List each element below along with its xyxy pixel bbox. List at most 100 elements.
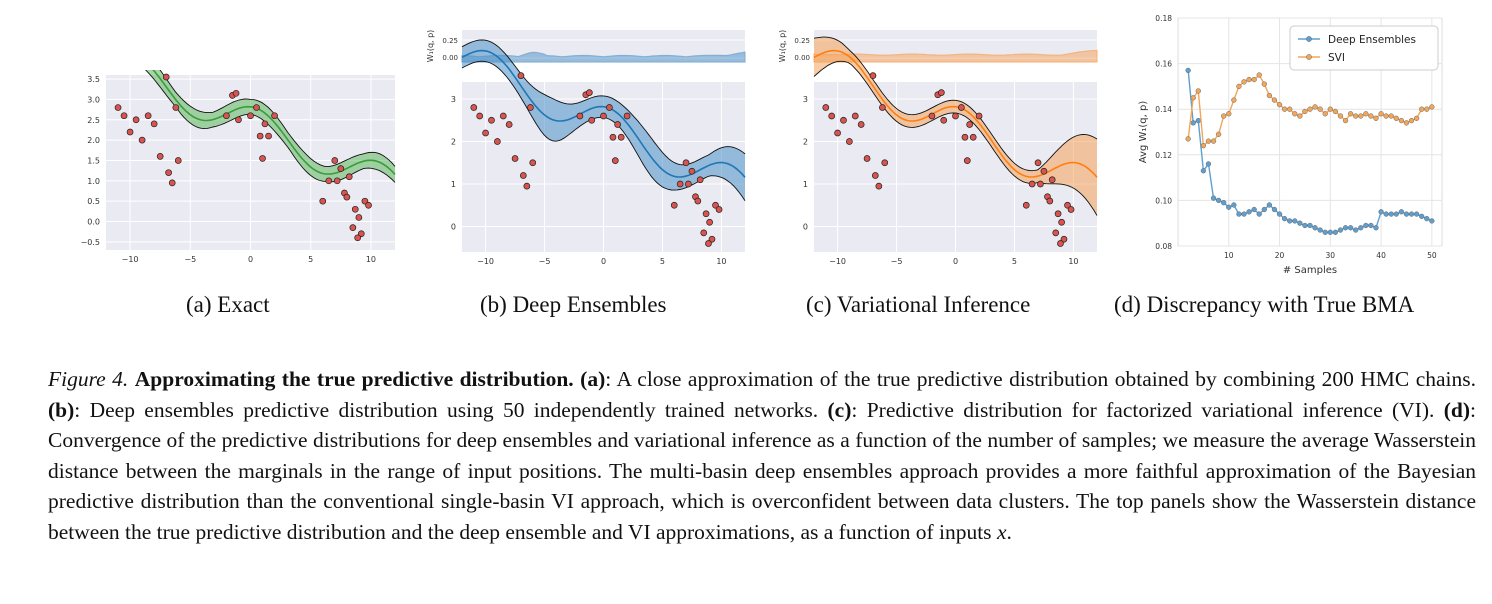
data-point [162, 73, 170, 81]
x-tick-label: 5 [660, 257, 665, 266]
x-tick-label: −10 [829, 257, 846, 266]
series-point-1 [1398, 117, 1405, 124]
y-tick-label: 0 [451, 223, 456, 232]
data-point [265, 132, 272, 140]
data-point [1060, 235, 1068, 243]
series-point-1 [1271, 97, 1278, 103]
data-point [343, 193, 351, 201]
predictive-bound-line [461, 39, 746, 166]
series-point-1 [1347, 111, 1354, 117]
data-point [261, 120, 269, 128]
y-tick-label: 1 [803, 180, 808, 189]
data-point [511, 155, 519, 162]
data-point [871, 172, 879, 179]
caption-c-label: (c) [827, 397, 852, 422]
data-point [494, 138, 501, 145]
data-point [256, 132, 264, 140]
caption-b-text: : Deep ensembles predictive distribution… [74, 397, 828, 422]
series-point-1 [1231, 97, 1237, 103]
y-tick-label: 1.5 [87, 156, 100, 165]
series-point-1 [1393, 115, 1399, 121]
data-point [846, 138, 853, 145]
x-tick-label: −5 [539, 257, 551, 266]
data-point [715, 206, 723, 213]
data-point [700, 229, 708, 237]
x-tick-label: 5 [308, 255, 313, 264]
series-point-0 [1281, 215, 1288, 222]
series-point-0 [1358, 225, 1364, 231]
subcaption-b: (b) Deep Ensembles [480, 292, 667, 317]
data-point [708, 235, 716, 243]
series-point-0 [1398, 209, 1405, 215]
caption-d-label: (d) [1443, 397, 1471, 422]
series-point-0 [1388, 211, 1394, 217]
series-point-1 [1292, 111, 1298, 117]
series-point-0 [1393, 211, 1399, 217]
series-point-0 [1276, 211, 1283, 217]
series-point-0 [1261, 206, 1267, 213]
series-point-1 [1281, 106, 1288, 112]
series-point-0 [1424, 215, 1430, 222]
y-tick-label: 0.10 [1155, 196, 1172, 205]
data-point [623, 112, 631, 120]
series-point-1 [1266, 92, 1273, 99]
x-tick-label: 0 [248, 255, 253, 264]
x-tick-label: 10 [1068, 257, 1078, 266]
series-point-0 [1302, 222, 1308, 229]
predictive-band [814, 37, 1097, 216]
y-tick-label: 0.16 [1155, 60, 1172, 69]
x-tick-label: 40 [1376, 251, 1386, 260]
top-y-tick-label: 0.25 [442, 37, 458, 45]
series-point-1 [1353, 113, 1359, 119]
legend-swatch-marker [1306, 54, 1312, 60]
data-point [670, 201, 678, 209]
series-point-0 [1297, 220, 1303, 226]
series-point-0 [1210, 195, 1217, 201]
series-point-0 [1221, 200, 1227, 206]
data-point [600, 112, 607, 120]
y-tick-label: 1 [451, 180, 456, 189]
series-point-1 [1215, 131, 1222, 137]
data-point [319, 197, 327, 205]
x-tick-label: 10 [1224, 251, 1234, 260]
series-point-1 [1205, 138, 1212, 144]
x-tick-label: 5 [1012, 257, 1017, 266]
y-tick-label: −0.5 [81, 238, 100, 247]
series-point-1 [1246, 76, 1252, 83]
wasserstein-distance-curve [813, 49, 1098, 63]
data-point [963, 157, 971, 164]
series-point-1 [1322, 111, 1328, 117]
data-point [822, 104, 830, 111]
series-point-0 [1241, 211, 1247, 217]
y-tick-label: 3 [803, 95, 808, 104]
series-point-0 [1368, 222, 1374, 229]
series-point-0 [1419, 213, 1425, 220]
series-point-1 [1185, 136, 1191, 142]
x-tick-label: 0 [601, 257, 606, 266]
subcaption-a: (a) Exact [186, 292, 270, 317]
data-point [617, 133, 625, 141]
series-point-0 [1256, 211, 1262, 217]
series-point-1 [1190, 95, 1196, 101]
data-point [863, 155, 871, 162]
data-point [1040, 167, 1048, 175]
subcaption-d: (d) Discrepancy with True BMA [1114, 292, 1415, 317]
figure-caption: Figure 4. Approximating the true predict… [48, 364, 1476, 547]
data-point [114, 104, 122, 111]
data-point [247, 112, 254, 120]
data-point [325, 177, 333, 185]
series-point-1 [1332, 108, 1339, 115]
data-point [576, 112, 584, 120]
data-point [1037, 180, 1044, 188]
series-point-1 [1307, 106, 1313, 112]
y-tick-label: 0.5 [87, 197, 100, 206]
data-point [682, 159, 690, 167]
data-point [138, 136, 146, 144]
y-tick-label: 2.0 [87, 136, 100, 145]
y-tick-label: 3.5 [87, 75, 100, 84]
data-point [694, 197, 702, 205]
series-point-1 [1424, 106, 1430, 112]
data-point [354, 234, 362, 242]
series-point-1 [1363, 111, 1369, 117]
series-point-0 [1236, 211, 1242, 217]
